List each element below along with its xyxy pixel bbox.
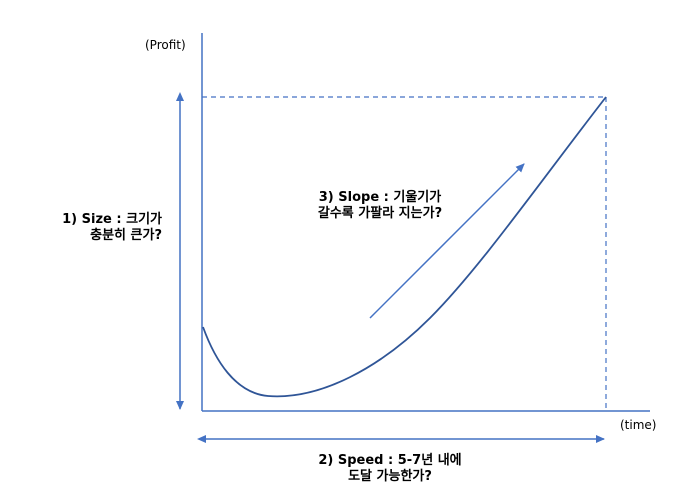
speed-annotation: 2) Speed : 5-7년 내에 도달 가능한가? [290, 453, 490, 485]
slope-annotation: 3) Slope : 기울기가 갈수록 가팔라 지는가? [280, 190, 480, 222]
growth-curve [202, 96, 607, 398]
x-axis-label: (time) [620, 418, 657, 432]
size-annotation-line2: 충분히 큰가? [90, 228, 162, 243]
slope-annotation-line1: 3) Slope : 기울기가 [318, 190, 442, 205]
slope-arrow [369, 163, 525, 319]
speed-annotation-line1: 2) Speed : 5-7년 내에 [318, 453, 462, 468]
slope-annotation-line2: 갈수록 가팔라 지는가? [317, 206, 443, 221]
size-annotation-line1: 1) Size : 크기가 [62, 212, 162, 227]
speed-annotation-line2: 도달 가능한가? [348, 469, 432, 484]
y-axis-label: (Profit) [145, 38, 186, 52]
size-annotation: 1) Size : 크기가 충분히 큰가? [38, 212, 162, 244]
